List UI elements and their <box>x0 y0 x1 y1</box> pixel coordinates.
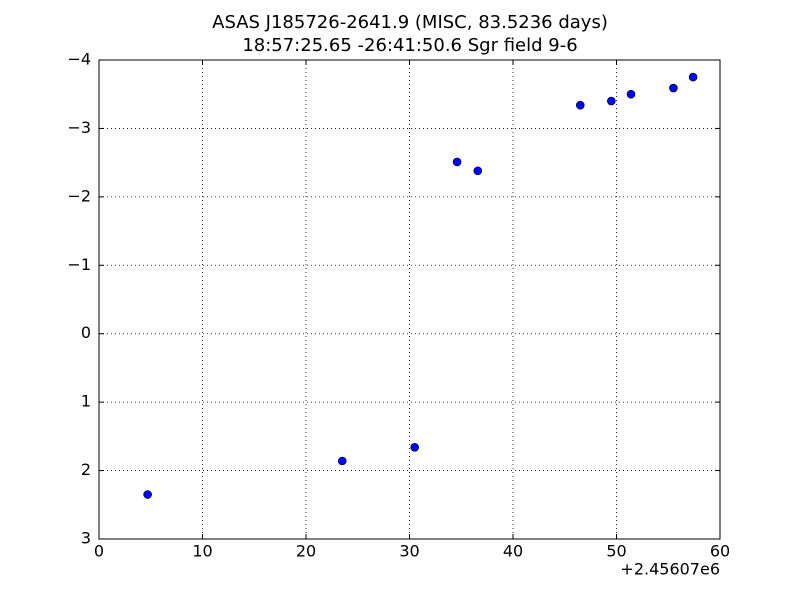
chart-subtitle: 18:57:25.65 -26:41:50.6 Sgr field 9-6 <box>242 35 577 56</box>
y-tick-label: −2 <box>67 186 91 205</box>
y-tick-label: −3 <box>67 118 91 137</box>
point <box>337 456 347 466</box>
x-offset-label: +2.45607e6 <box>620 560 720 579</box>
x-tick-label: 50 <box>606 542 626 561</box>
point <box>607 96 616 106</box>
y-tick-label: −4 <box>67 50 91 69</box>
point <box>688 72 698 82</box>
x-tick-label: 40 <box>503 542 523 561</box>
point <box>473 166 483 176</box>
y-tick-label: 1 <box>81 392 91 411</box>
point <box>410 443 419 452</box>
point <box>626 89 636 99</box>
point <box>575 100 585 110</box>
point <box>452 157 462 167</box>
y-tick-label: −1 <box>67 255 91 274</box>
x-tick-label: 10 <box>192 542 212 561</box>
y-tick-label: 2 <box>81 460 91 479</box>
x-tick-label: 60 <box>710 542 730 561</box>
y-tick-label: 0 <box>81 323 91 342</box>
x-tick-label: 0 <box>94 542 104 561</box>
plot-frame <box>98 59 721 540</box>
x-tick-label: 30 <box>399 542 419 561</box>
x-tick-label: 20 <box>296 542 316 561</box>
y-tick-label: 3 <box>81 529 91 548</box>
chart-title: ASAS J185726-2641.9 (MISC, 83.5236 days) <box>212 12 608 33</box>
point <box>143 490 152 499</box>
point <box>669 83 678 93</box>
